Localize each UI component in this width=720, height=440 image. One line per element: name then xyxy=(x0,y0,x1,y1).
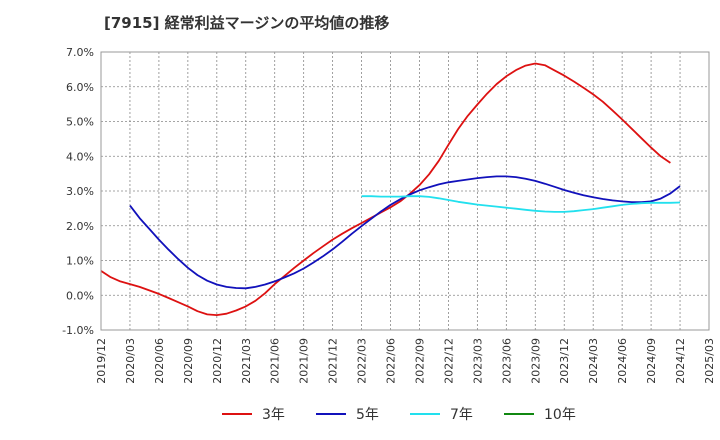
x-tick-label: 2020/09 xyxy=(182,338,195,384)
x-tick-label: 2021/06 xyxy=(269,338,282,384)
y-tick-label: 1.0% xyxy=(66,255,94,268)
series-line-5年 xyxy=(129,175,681,290)
x-tick-label: 2021/03 xyxy=(240,338,253,384)
x-tick-label: 2021/09 xyxy=(298,338,311,384)
y-tick-label: 2.0% xyxy=(66,220,94,233)
y-tick-label: 6.0% xyxy=(66,81,94,94)
chart-title: [7915] 経常利益マージンの平均値の推移 xyxy=(104,14,390,32)
x-tick-label: 2022/12 xyxy=(442,338,455,384)
x-tick-label: 2023/03 xyxy=(471,338,484,384)
x-tick-label: 2024/12 xyxy=(674,338,687,384)
y-axis-ticks: 7.0% 6.0% 5.0% 4.0% 3.0% 2.0% 1.0% 0.0% -1.0% xyxy=(62,46,94,337)
x-axis-ticks: 2019/12 2020/03 2020/06 2020/09 2020/12 2021/… xyxy=(95,338,716,384)
grid-lines xyxy=(100,51,710,331)
legend-label: 5年 xyxy=(356,407,379,423)
x-tick-label: 2023/09 xyxy=(529,338,542,384)
x-tick-label: 2024/09 xyxy=(645,338,658,384)
x-tick-label: 2024/03 xyxy=(587,338,600,384)
x-tick-label: 2020/06 xyxy=(153,338,166,384)
legend-label: 10年 xyxy=(544,407,576,423)
legend-label: 7年 xyxy=(450,407,473,423)
y-tick-label: 4.0% xyxy=(66,150,94,163)
y-tick-label: -1.0% xyxy=(62,324,94,337)
x-tick-label: 2022/09 xyxy=(413,338,426,384)
x-tick-label: 2019/12 xyxy=(95,338,108,384)
x-tick-label: 2023/06 xyxy=(500,338,513,384)
legend: 3年 5年 7年 10年 xyxy=(222,407,576,423)
x-tick-label: 2024/06 xyxy=(616,338,629,384)
series-line-7年 xyxy=(361,195,681,213)
y-tick-label: 3.0% xyxy=(66,185,94,198)
legend-label: 3年 xyxy=(262,407,285,423)
series-line-3年 xyxy=(100,62,671,316)
x-tick-label: 2023/12 xyxy=(558,338,571,384)
y-tick-label: 7.0% xyxy=(66,46,94,59)
x-tick-label: 2021/12 xyxy=(327,338,340,384)
x-tick-label: 2020/03 xyxy=(124,338,137,384)
x-tick-label: 2022/03 xyxy=(356,338,369,384)
x-tick-label: 2022/06 xyxy=(385,338,398,384)
x-tick-label: 2025/03 xyxy=(703,338,716,384)
plot-frame xyxy=(100,51,710,331)
y-tick-label: 0.0% xyxy=(66,289,94,302)
x-tick-label: 2020/12 xyxy=(211,338,224,384)
series-lines xyxy=(100,62,681,316)
y-tick-label: 5.0% xyxy=(66,116,94,129)
